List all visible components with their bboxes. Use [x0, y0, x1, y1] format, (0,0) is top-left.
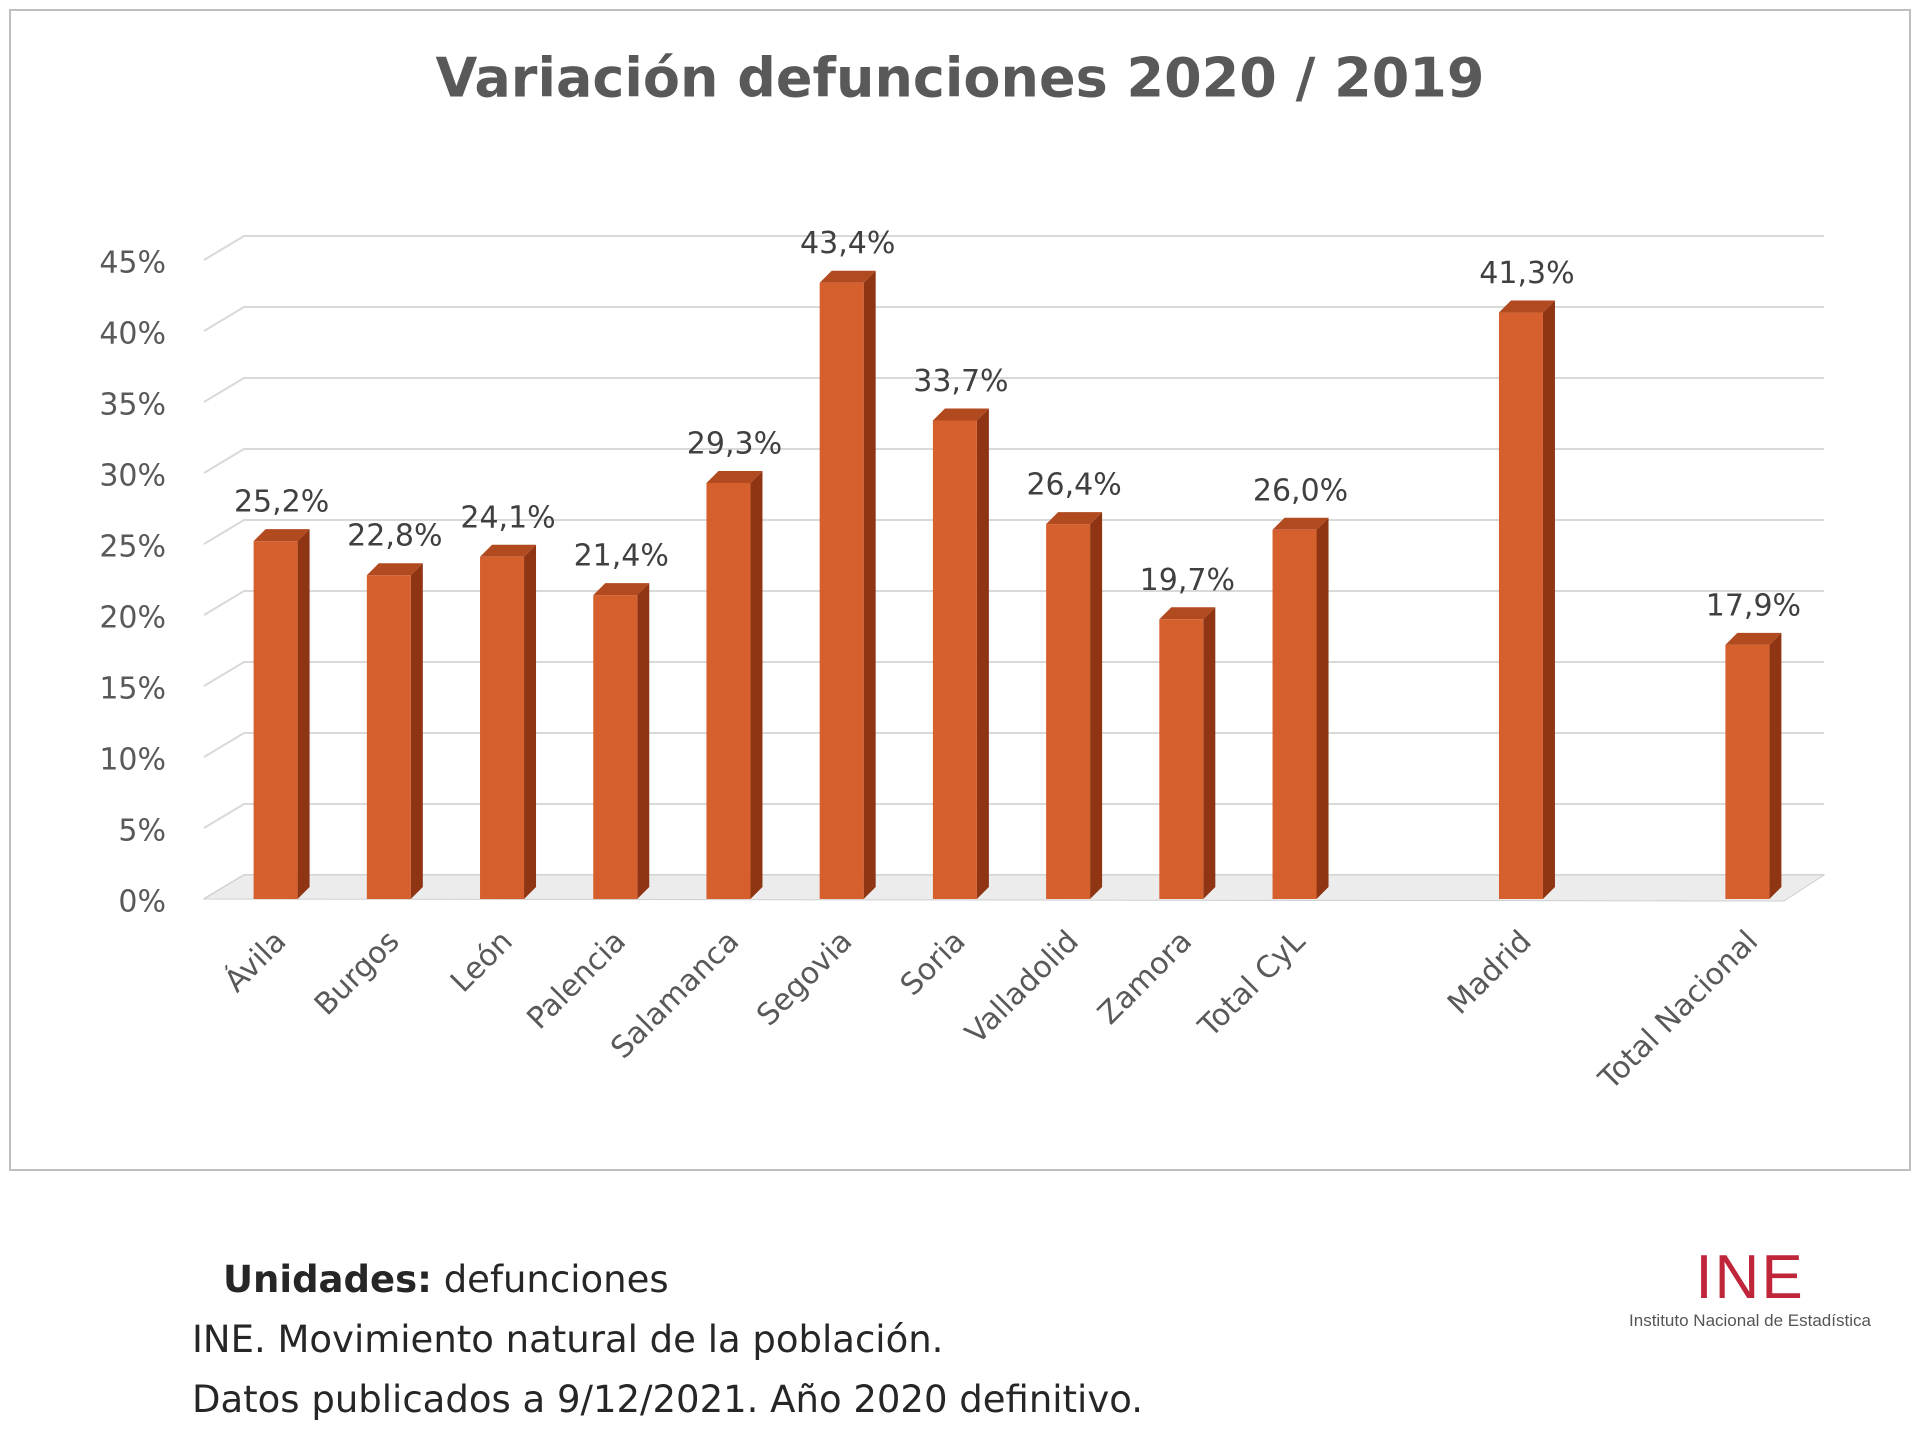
bar-side: [1316, 517, 1329, 899]
bar-side: [750, 470, 763, 899]
bar-side: [1090, 512, 1103, 899]
bar: [1159, 619, 1204, 899]
floor: [202, 874, 1826, 902]
value-label: 25,2%: [234, 485, 329, 520]
grid-line: [203, 306, 1824, 332]
bar-side: [1203, 607, 1216, 899]
value-label: 33,7%: [913, 364, 1008, 399]
y-tick-label: 35%: [99, 388, 166, 423]
bar-side: [637, 583, 650, 899]
grid-line: [203, 377, 1824, 403]
y-tick-label: 40%: [99, 317, 166, 352]
bar-side: [1769, 632, 1782, 899]
y-tick-label: 45%: [99, 246, 166, 281]
value-label: 41,3%: [1479, 256, 1574, 291]
note: Datos publicados a 9/12/2021. Año 2020 d…: [192, 1378, 1143, 1421]
bar-side: [1542, 300, 1555, 899]
bar-top: [1159, 607, 1216, 620]
y-tick-label: 5%: [118, 814, 166, 849]
bar: [1498, 312, 1543, 899]
y-tick-label: 30%: [99, 459, 166, 494]
bar-top: [1272, 517, 1329, 530]
value-label: 43,4%: [800, 226, 895, 261]
value-label: 17,9%: [1706, 588, 1801, 623]
bar-top: [1046, 512, 1103, 525]
value-label: 24,1%: [460, 500, 555, 535]
bar-side: [297, 529, 310, 899]
bar: [706, 482, 751, 899]
bar: [1725, 644, 1770, 899]
bar-top: [366, 563, 423, 576]
y-tick-label: 25%: [99, 530, 166, 565]
source: INE. Movimiento natural de la población.: [192, 1318, 944, 1361]
logo: INE Instituto Nacional de Estadística: [1610, 1245, 1890, 1331]
y-tick-label: 0%: [118, 885, 166, 920]
bar-top: [932, 408, 989, 421]
value-label: 21,4%: [574, 539, 669, 574]
y-tick-label: 15%: [99, 672, 166, 707]
y-tick-label: 10%: [99, 743, 166, 778]
logo-mark: INE: [1695, 1243, 1805, 1312]
bar-top: [1725, 632, 1782, 645]
bar-side: [863, 270, 876, 900]
bar: [366, 575, 411, 899]
bar-top: [706, 470, 763, 483]
bar-side: [976, 408, 989, 899]
logo-name: Instituto Nacional de Estadística: [1629, 1311, 1871, 1330]
chart-title: Variación defunciones 2020 / 2019: [436, 47, 1485, 110]
bar: [593, 595, 638, 899]
bar-top: [593, 583, 650, 596]
grid-line: [203, 448, 1824, 474]
bar: [1046, 524, 1091, 899]
bar: [1272, 529, 1317, 899]
value-label: 29,3%: [687, 426, 782, 461]
bar: [253, 541, 298, 899]
units-label: Unidades:: [223, 1258, 432, 1301]
units-value: defunciones: [443, 1258, 669, 1301]
chart: Variación defunciones 2020 / 2019 0% 5% 10…: [9, 9, 1911, 1171]
value-label: 19,7%: [1140, 563, 1235, 598]
bar-top: [253, 529, 310, 542]
bar: [480, 556, 525, 899]
y-tick-label: 20%: [99, 601, 166, 636]
units: Unidades: defunciones: [223, 1258, 669, 1301]
bar: [932, 420, 977, 899]
bar-top: [819, 270, 876, 283]
value-label: 26,4%: [1026, 468, 1121, 503]
bar-top: [1498, 300, 1555, 313]
bar-side: [524, 544, 537, 899]
value-label: 22,8%: [347, 519, 442, 554]
bar: [819, 282, 864, 900]
grid-line: [203, 235, 1824, 261]
bar-side: [410, 563, 423, 899]
bar-top: [480, 544, 537, 557]
value-label: 26,0%: [1253, 473, 1348, 508]
